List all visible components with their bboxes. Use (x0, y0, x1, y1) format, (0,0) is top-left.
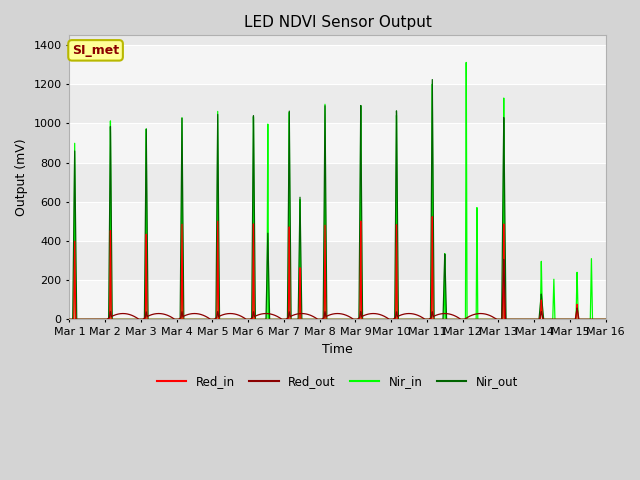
Bar (69, 163, 605, 202)
Bar (69, 241, 605, 280)
Title: LED NDVI Sensor Output: LED NDVI Sensor Output (244, 15, 431, 30)
Text: SI_met: SI_met (72, 44, 119, 57)
Bar (69, 280, 605, 319)
Bar (69, 45, 605, 84)
Bar (69, 202, 605, 241)
Y-axis label: Output (mV): Output (mV) (15, 139, 28, 216)
Bar (69, 123, 605, 163)
Bar (69, 84, 605, 123)
X-axis label: Time: Time (322, 343, 353, 356)
Legend: Red_in, Red_out, Nir_in, Nir_out: Red_in, Red_out, Nir_in, Nir_out (152, 371, 523, 393)
